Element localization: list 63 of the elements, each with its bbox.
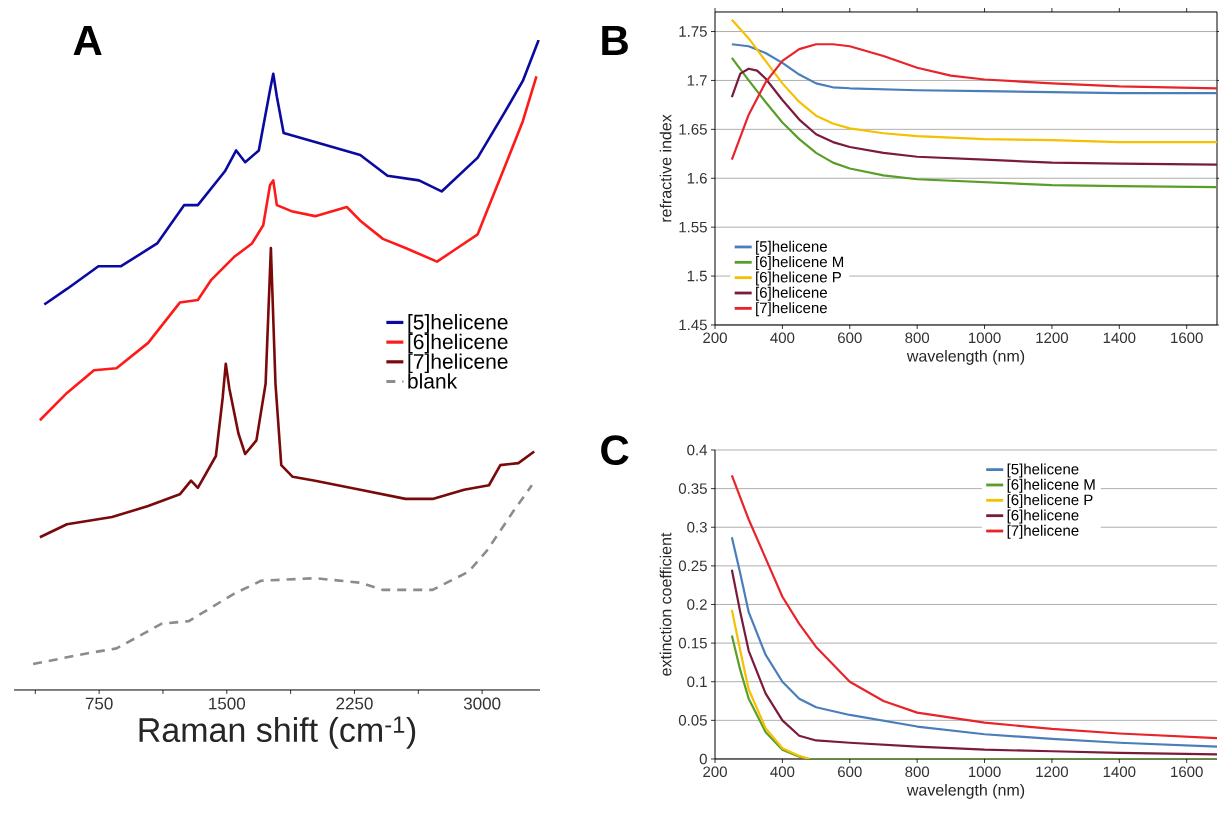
- x-tick-label: 400: [770, 332, 795, 344]
- y-axis-title: refractive index: [659, 114, 672, 222]
- legend-label: [7]helicene: [408, 353, 508, 374]
- y-tick-label: 0.05: [678, 715, 707, 726]
- legend-label: [6]helicene P: [756, 271, 841, 286]
- y-tick-label: 0.15: [678, 637, 707, 649]
- y-tick-label: 1.7: [687, 75, 707, 86]
- x-tick-label: 1000: [969, 332, 1001, 344]
- x-tick-label: 800: [905, 766, 930, 778]
- line-series: [730, 67, 1218, 166]
- legend-label: [7]helicene: [1007, 524, 1079, 539]
- x-axis-title: wavelength (nm): [906, 349, 1025, 365]
- line-series: [730, 608, 811, 759]
- y-tick-label: 1.6: [687, 172, 707, 184]
- y-tick-label: 1.45: [679, 319, 707, 331]
- x-tick-label: 1000: [969, 766, 1001, 778]
- x-tick-label: 1400: [1103, 766, 1136, 778]
- line-series: [730, 43, 1218, 161]
- x-tick-label: 800: [905, 332, 930, 344]
- legend-label: [6]helicene: [1007, 509, 1079, 524]
- y-axis-title: extinction coefficient: [659, 532, 672, 676]
- y-tick-label: 1.5: [687, 270, 707, 282]
- y-tick-label: 0.25: [678, 560, 707, 572]
- x-tick-label: 1600: [1171, 766, 1203, 778]
- x-tick-label: 200: [703, 332, 727, 344]
- y-tick-label: 1.75: [679, 26, 707, 37]
- x-tick-label: 1200: [1036, 332, 1069, 344]
- x-tick-label: 200: [703, 766, 727, 778]
- legend-label: [7]helicene: [756, 302, 827, 317]
- y-tick-label: 0.1: [687, 676, 707, 688]
- legend-label: [6]helicene M: [756, 256, 844, 271]
- x-axis-title: Raman shift (cm$^{-1}$): [139, 716, 416, 749]
- line-series: [730, 18, 1218, 144]
- x-tick-label: 600: [838, 766, 862, 778]
- legend-label: [6]helicene P: [1007, 494, 1093, 509]
- y-tick-label: 0.4: [687, 444, 708, 456]
- y-tick-label: 0: [699, 753, 707, 765]
- legend-label: [6]helicene M: [1007, 478, 1095, 493]
- x-tick-label: 3000: [463, 697, 501, 710]
- x-tick-label: 1600: [1171, 332, 1203, 344]
- x-tick-label: 750: [85, 697, 113, 710]
- chart-title: B: [602, 25, 628, 55]
- x-tick-label: 1200: [1036, 766, 1069, 778]
- legend-label: blank: [408, 373, 458, 389]
- x-tick-label: 2250: [336, 697, 373, 710]
- y-tick-label: 1.65: [679, 124, 707, 135]
- chart-title: A: [73, 26, 102, 55]
- legend-label: [5]helicene: [408, 314, 508, 334]
- y-tick-label: 0.2: [687, 599, 707, 610]
- legend-label: [5]helicene: [756, 240, 827, 255]
- x-tick-label: 400: [770, 766, 795, 778]
- x-axis-title: wavelength (nm): [906, 783, 1025, 799]
- legend-label: [6]helicene: [408, 333, 508, 354]
- legend-label: [5]helicene: [1007, 463, 1079, 478]
- x-tick-label: 1500: [209, 697, 246, 710]
- x-tick-label: 600: [838, 332, 862, 344]
- y-tick-label: 0.35: [678, 483, 707, 494]
- x-tick-label: 1400: [1103, 332, 1136, 344]
- y-tick-label: 0.3: [687, 521, 707, 533]
- legend-label: [6]helicene: [756, 286, 827, 301]
- line-series: [730, 568, 1218, 756]
- y-tick-label: 1.55: [679, 221, 707, 233]
- chart-title: C: [601, 435, 629, 466]
